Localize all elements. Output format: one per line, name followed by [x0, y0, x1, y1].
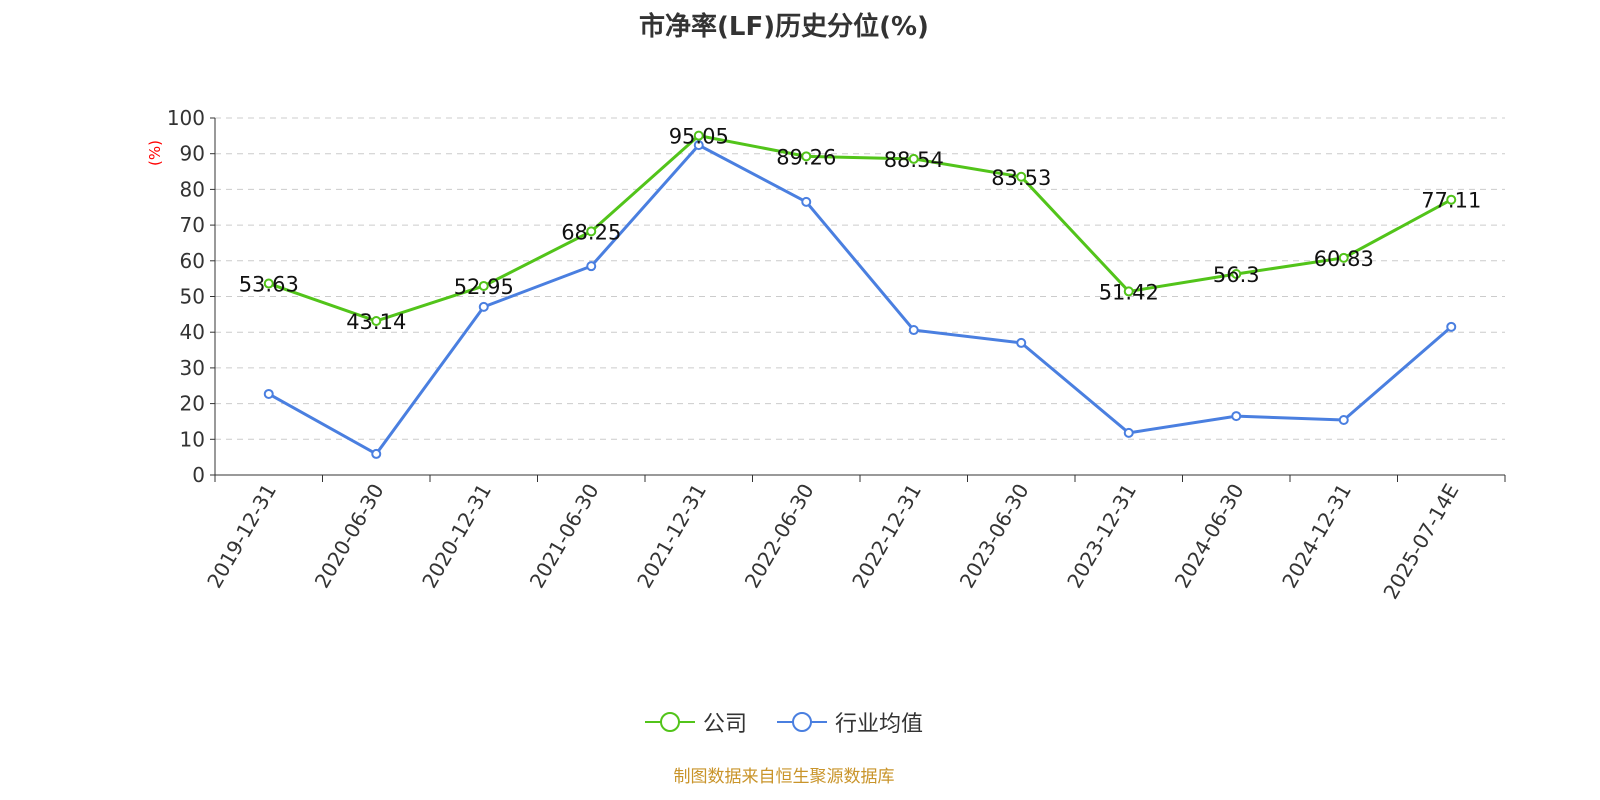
data-point — [263, 278, 274, 289]
data-point — [1446, 194, 1457, 205]
y-tick-label: 10 — [180, 427, 205, 451]
data-label: 77.11 — [1421, 189, 1481, 213]
data-point — [586, 261, 597, 272]
y-tick-label: 40 — [180, 320, 205, 344]
legend-industry-icon — [777, 712, 827, 732]
y-tick-label: 0 — [192, 463, 205, 487]
x-tick-label: 2021-06-30 — [525, 480, 604, 593]
legend-item-company[interactable]: 公司 — [644, 706, 747, 738]
data-label: 43.14 — [346, 310, 406, 334]
data-point — [1016, 337, 1027, 348]
y-tick-label: 30 — [180, 356, 205, 380]
y-tick-label: 90 — [180, 142, 205, 166]
chart-title: 市净率(LF)历史分位(%) — [639, 12, 929, 42]
data-point — [1123, 286, 1134, 297]
y-axis-label: (%) — [146, 140, 164, 166]
data-label: 68.25 — [561, 220, 621, 244]
data-point — [801, 196, 812, 207]
y-tick-label: 80 — [180, 177, 205, 201]
source-footer: 制图数据来自恒生聚源数据库 — [673, 767, 895, 787]
x-tick-label: 2023-06-30 — [955, 480, 1034, 593]
y-tick-label: 100 — [167, 106, 205, 130]
data-point — [371, 315, 382, 326]
data-point — [478, 301, 489, 312]
y-tick-label: 20 — [180, 392, 205, 416]
y-tick-label: 70 — [180, 213, 205, 237]
data-label: 51.42 — [1099, 280, 1159, 304]
x-tick-label: 2022-12-31 — [847, 480, 926, 593]
data-point — [1338, 252, 1349, 263]
x-tick-label: 2022-06-30 — [740, 480, 819, 593]
x-tick-label: 2023-12-31 — [1062, 480, 1141, 593]
y-tick-label: 50 — [180, 285, 205, 309]
data-point — [693, 140, 704, 151]
data-label: 88.54 — [884, 148, 944, 172]
data-point — [908, 325, 919, 336]
x-tick-label: 2019-12-31 — [202, 480, 281, 593]
data-point — [801, 151, 812, 162]
data-point — [1123, 427, 1134, 438]
x-tick-label: 2025-07-14E — [1378, 480, 1463, 604]
data-label: 95.05 — [669, 125, 729, 149]
legend-label-industry: 行业均值 — [835, 712, 924, 737]
data-point — [1446, 321, 1457, 332]
data-label: 52.95 — [454, 275, 514, 299]
legend-label-company: 公司 — [702, 712, 747, 737]
data-label: 53.63 — [239, 273, 299, 297]
data-point — [371, 448, 382, 459]
data-point — [1016, 171, 1027, 182]
x-tick-label: 2021-12-31 — [632, 480, 711, 593]
data-point — [586, 226, 597, 237]
data-point — [478, 280, 489, 291]
data-point — [1231, 269, 1242, 280]
series-line-industry — [268, 143, 1453, 456]
series-line-company — [268, 134, 1452, 323]
data-point — [1338, 415, 1349, 426]
data-point — [693, 130, 704, 141]
x-tick-label: 2020-06-30 — [310, 480, 389, 593]
data-point — [263, 388, 274, 399]
x-tick-label: 2020-12-31 — [417, 480, 496, 593]
data-label: 83.53 — [991, 166, 1051, 190]
data-point — [908, 153, 919, 164]
x-tick-label: 2024-12-31 — [1277, 480, 1356, 593]
data-label: 60.83 — [1314, 247, 1374, 271]
legend-company-icon — [644, 712, 695, 732]
data-label: 89.26 — [776, 145, 836, 169]
data-label: 56.3 — [1213, 263, 1260, 287]
legend-item-industry[interactable]: 行业均值 — [777, 706, 923, 738]
x-tick-label: 2024-06-30 — [1170, 480, 1249, 593]
legend: 公司 行业均值 — [0, 706, 1568, 738]
data-point — [1231, 411, 1242, 422]
y-tick-label: 60 — [180, 249, 205, 273]
